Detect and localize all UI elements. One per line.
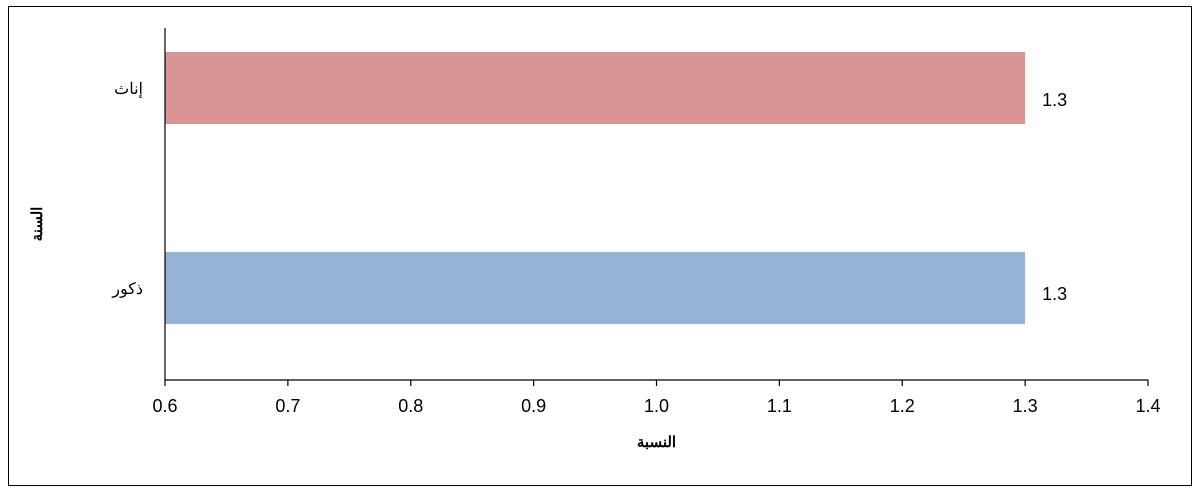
x-tick-label: 0.7 [275, 396, 300, 416]
x-tick-label: 1.0 [644, 396, 669, 416]
category-label: ذكور [111, 281, 143, 298]
data-label: 1.3 [1042, 90, 1067, 110]
bar [165, 52, 1026, 124]
x-tick-label: 0.6 [152, 396, 177, 416]
chart-frame [8, 6, 1192, 486]
x-axis-title: النسبة [637, 434, 676, 451]
x-tick-label: 0.8 [398, 396, 423, 416]
data-label: 1.3 [1042, 284, 1067, 304]
bar [165, 252, 1026, 324]
x-tick-label: 1.4 [1135, 396, 1160, 416]
category-label: إناث [114, 81, 143, 98]
x-tick-label: 0.9 [521, 396, 546, 416]
x-tick-label: 1.1 [767, 396, 792, 416]
x-tick-label: 1.2 [890, 396, 915, 416]
y-axis-title: السنة [29, 207, 46, 242]
x-tick-label: 1.3 [1013, 396, 1038, 416]
